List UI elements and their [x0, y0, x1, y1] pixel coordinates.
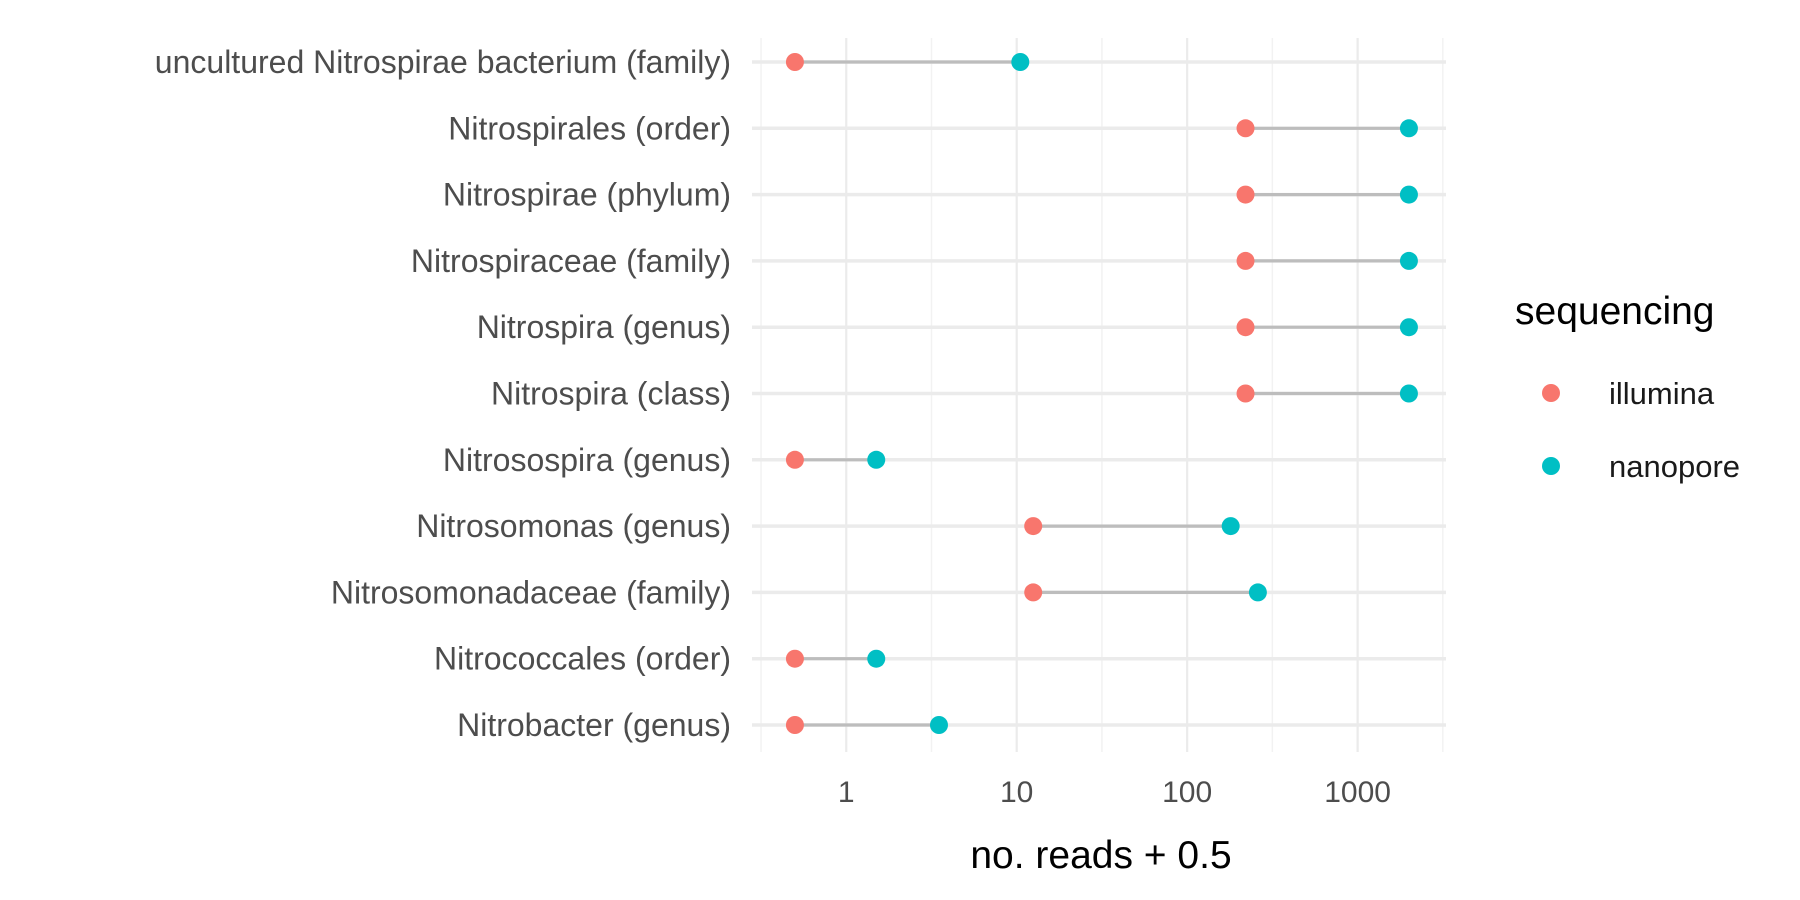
point-illumina	[1236, 251, 1255, 270]
category-label: Nitrospira (class)	[491, 376, 731, 412]
x-tick-label: 100	[1162, 776, 1212, 809]
legend-label: illumina	[1609, 376, 1715, 411]
point-nanopore	[1221, 517, 1240, 536]
point-nanopore	[867, 450, 886, 469]
legend: sequencing illumina nanopore	[1515, 290, 1740, 484]
category-label: Nitrospirae (phylum)	[443, 177, 731, 213]
category-label: Nitrospiraceae (family)	[411, 243, 731, 279]
x-axis-title: no. reads + 0.5	[970, 834, 1231, 877]
point-nanopore	[1248, 583, 1267, 602]
category-labels: uncultured Nitrospirae bacterium (family…	[155, 44, 731, 743]
point-illumina	[1236, 185, 1255, 204]
category-label: Nitrospira (genus)	[477, 309, 731, 345]
category-label: Nitrococcales (order)	[434, 641, 731, 677]
point-illumina	[1024, 583, 1043, 602]
point-illumina	[785, 450, 804, 469]
point-illumina	[1024, 517, 1043, 536]
point-nanopore	[1399, 119, 1418, 138]
x-tick-label: 1	[838, 776, 855, 809]
category-label: Nitrosomonadaceae (family)	[331, 574, 731, 610]
point-nanopore	[929, 716, 948, 734]
legend-key-nanopore	[1542, 457, 1560, 475]
category-label: Nitrosospira (genus)	[443, 442, 731, 478]
x-tick-labels: 1 10 100 1000	[838, 776, 1391, 809]
category-label: Nitrosomonas (genus)	[416, 508, 731, 544]
point-nanopore	[1399, 384, 1418, 403]
segments	[794, 60, 1409, 727]
point-illumina	[1236, 119, 1255, 138]
point-nanopore	[1011, 53, 1030, 71]
point-illumina	[1236, 318, 1255, 337]
point-illumina	[785, 53, 804, 71]
category-label: Nitrospirales (order)	[448, 110, 731, 146]
x-tick-label: 1000	[1324, 776, 1391, 809]
point-illumina	[785, 649, 804, 668]
point-nanopore	[1399, 251, 1418, 270]
point-illumina	[785, 716, 804, 734]
point-nanopore	[867, 649, 886, 668]
x-tick-label: 10	[1000, 776, 1033, 809]
legend-title: sequencing	[1515, 290, 1715, 333]
point-nanopore	[1399, 185, 1418, 204]
legend-items: illumina nanopore	[1542, 376, 1740, 484]
category-label: Nitrobacter (genus)	[457, 707, 731, 743]
category-label: uncultured Nitrospirae bacterium (family…	[155, 44, 731, 80]
points	[785, 53, 1418, 734]
point-illumina	[1236, 384, 1255, 403]
legend-label: nanopore	[1609, 449, 1740, 484]
legend-key-illumina	[1542, 384, 1560, 402]
point-nanopore	[1399, 318, 1418, 337]
